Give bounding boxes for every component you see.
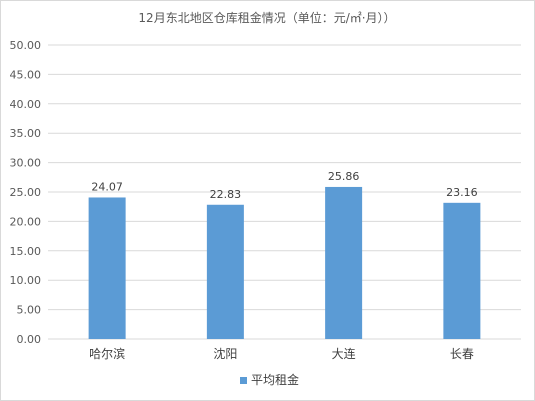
category-label-2: 大连 <box>332 346 356 361</box>
y-tick-label: 15.00 <box>10 245 42 258</box>
y-tick-label: 35.00 <box>10 127 42 140</box>
y-tick-label: 30.00 <box>10 157 42 170</box>
legend: 平均租金 <box>240 372 299 387</box>
data-label-2: 25.86 <box>328 170 360 183</box>
data-label-1: 22.83 <box>210 188 242 201</box>
y-tick-label: 50.00 <box>10 39 42 52</box>
bar-3 <box>443 202 481 339</box>
data-label-3: 23.16 <box>446 186 478 199</box>
bar-1 <box>206 204 244 339</box>
category-label-1: 沈阳 <box>213 346 237 361</box>
category-label-3: 长春 <box>450 347 474 361</box>
bars <box>88 186 481 339</box>
data-label-0: 24.07 <box>91 180 123 193</box>
chart-title: 12月东北地区仓库租金情况（单位：元/㎡·月）） <box>138 10 395 25</box>
y-tick-label: 25.00 <box>10 186 42 199</box>
y-tick-label: 0.00 <box>17 333 42 346</box>
y-tick-label: 10.00 <box>10 274 42 287</box>
category-label-0: 哈尔滨 <box>89 346 125 361</box>
x-axis-categories: 哈尔滨 沈阳 大连 长春 <box>89 346 474 361</box>
y-tick-label: 40.00 <box>10 98 42 111</box>
bar-0 <box>88 197 126 339</box>
y-tick-label: 5.00 <box>17 304 42 317</box>
legend-label-pingjun-zujin: 平均租金 <box>251 372 299 387</box>
y-axis-ticks: 0.00 5.00 10.00 15.00 20.00 25.00 30.00 35.00 40… <box>10 39 42 346</box>
y-tick-label: 45.00 <box>10 68 42 81</box>
gridlines <box>48 44 521 340</box>
legend-swatch-pingjun-zujin <box>240 377 247 384</box>
data-labels: 24.07 22.83 25.86 23.16 <box>91 170 477 201</box>
bar-2 <box>325 186 363 339</box>
y-tick-label: 20.00 <box>10 215 42 228</box>
